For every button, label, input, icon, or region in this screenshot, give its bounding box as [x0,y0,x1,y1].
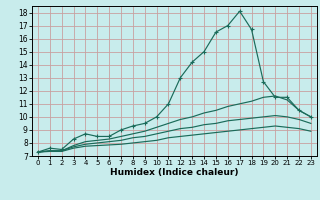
X-axis label: Humidex (Indice chaleur): Humidex (Indice chaleur) [110,168,239,177]
